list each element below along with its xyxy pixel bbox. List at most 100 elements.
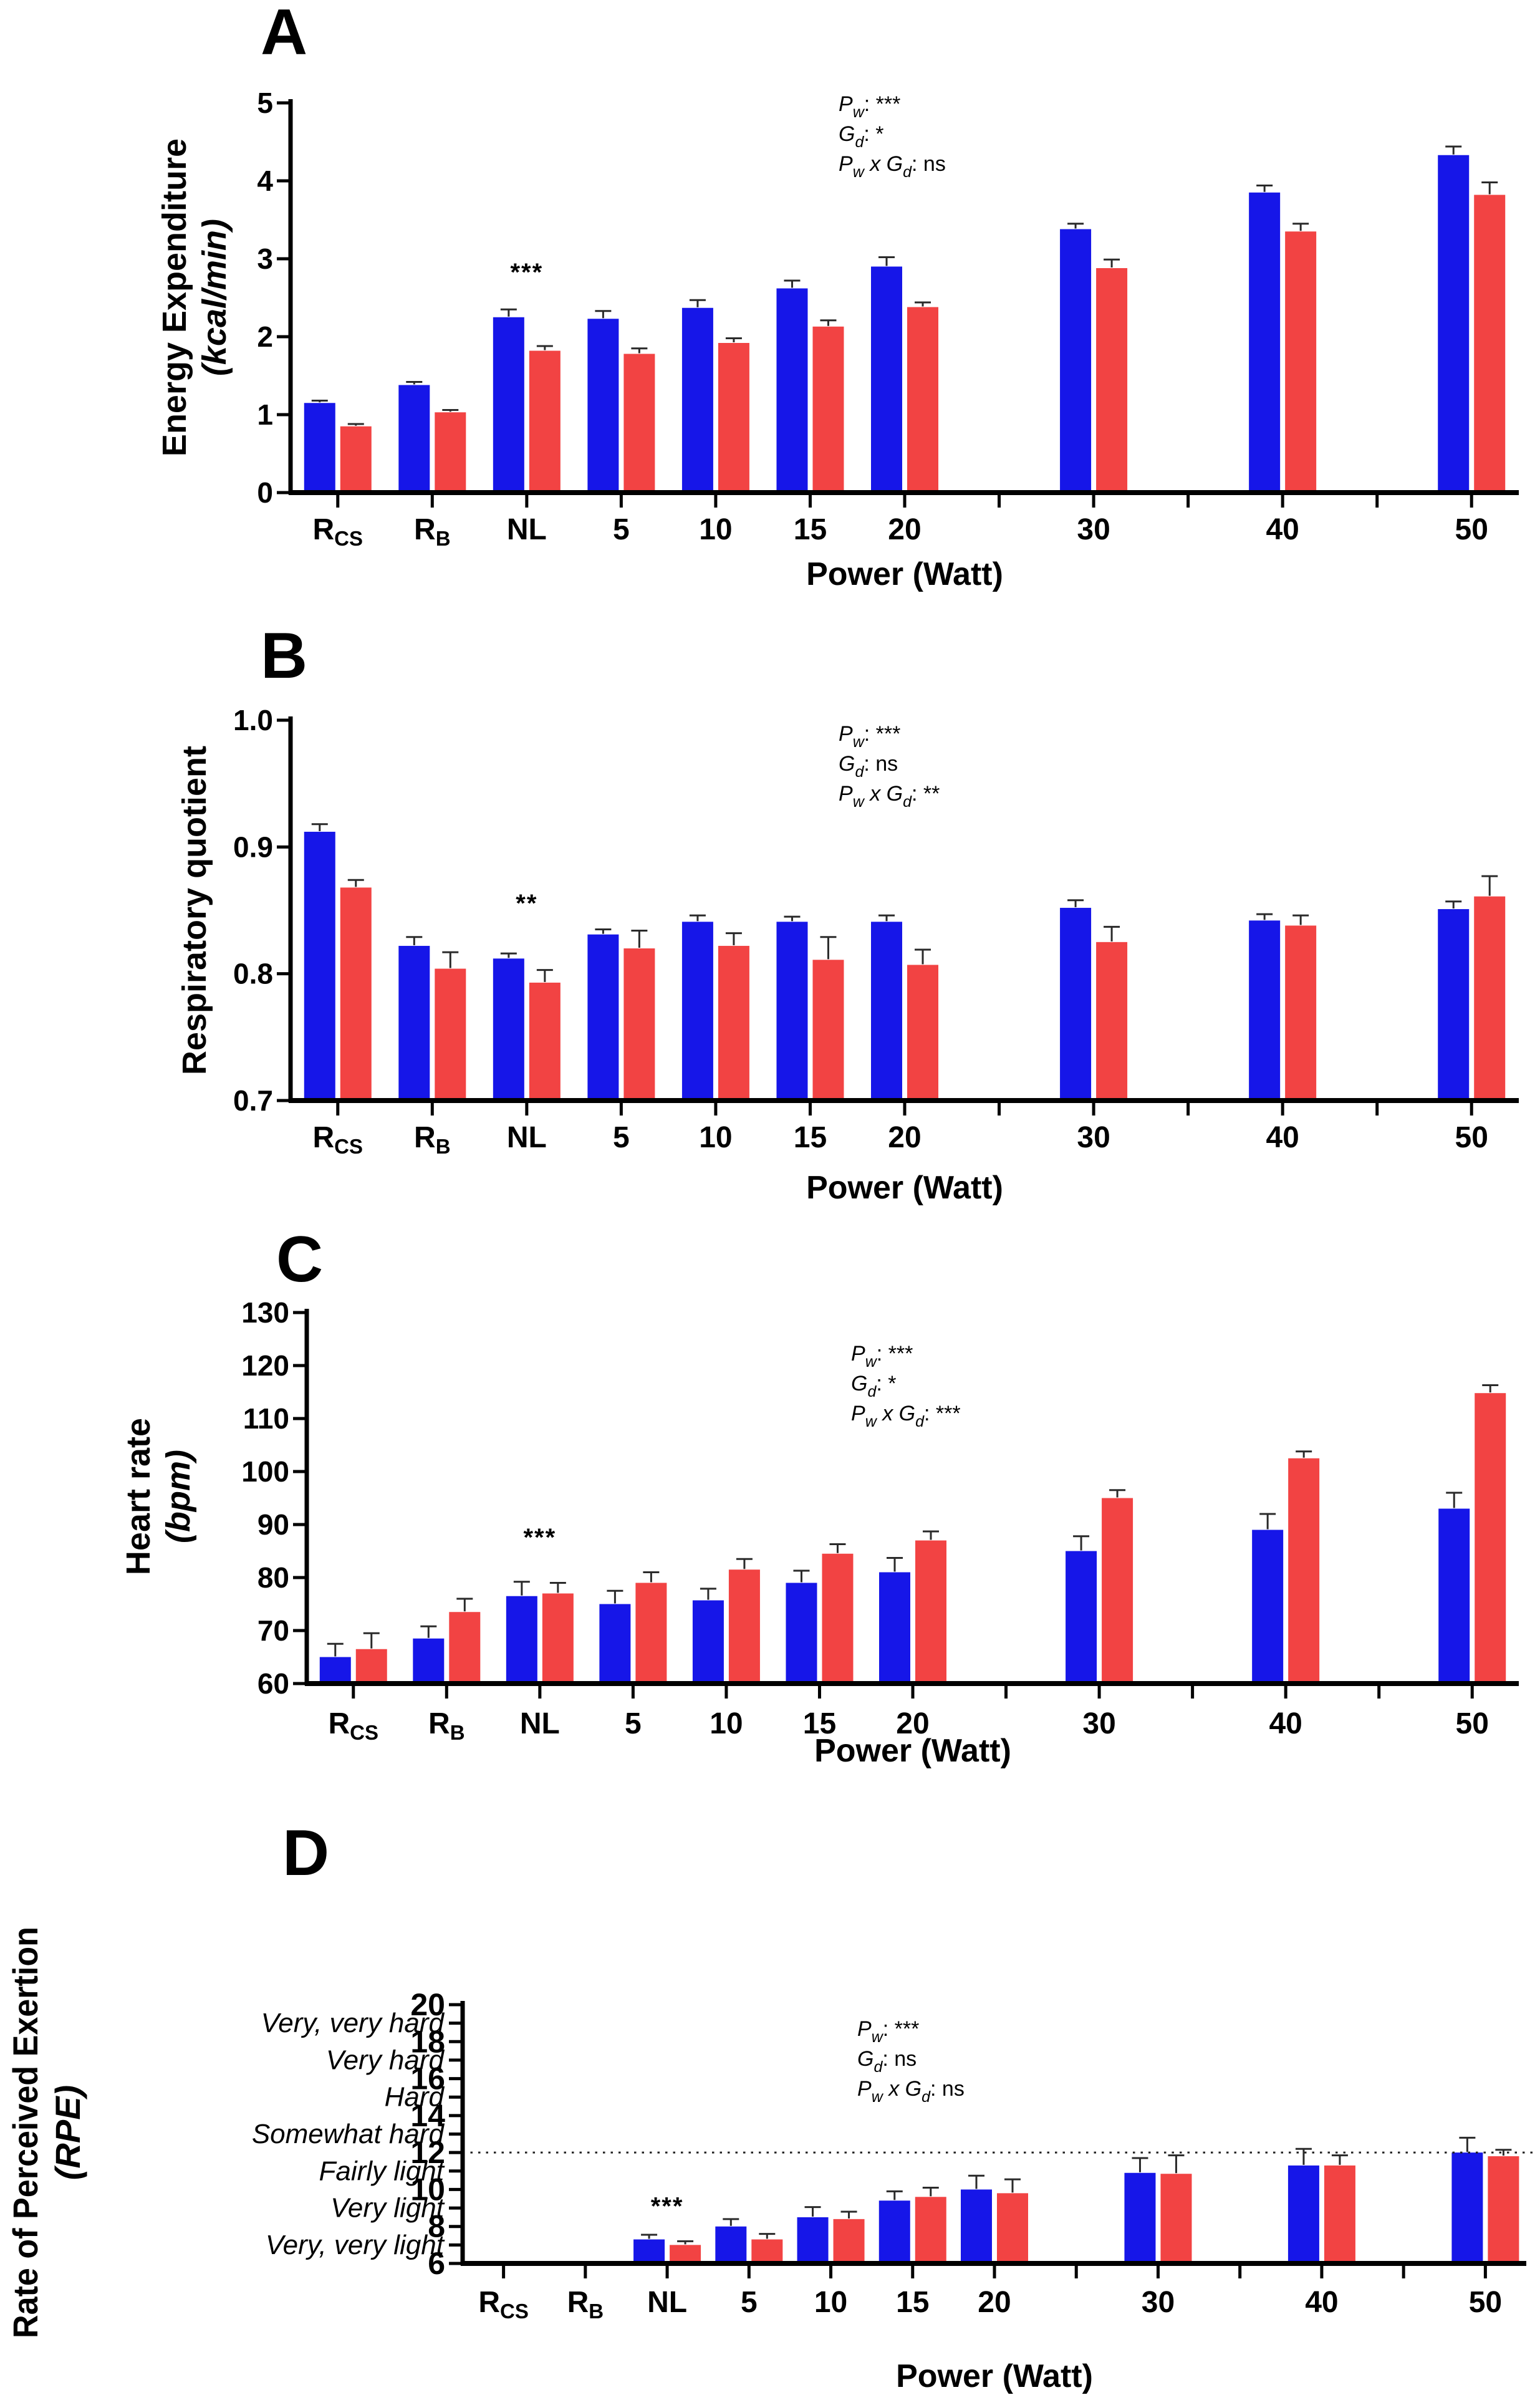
panel-label-b: B [261,620,308,692]
panel-respiratory-quotient: B 0.7 0.8 0.9 1.0 RCS RB NL 5 10 15 20 30 40 50 Power … [0,599,1540,1222]
svg-text:***: *** [523,1524,556,1551]
svg-text:15: 15 [803,1707,836,1740]
svg-text:NL: NL [507,1121,547,1154]
svg-text:20: 20 [410,1987,445,2022]
svg-text:Gd: *: Gd: * [851,1372,896,1400]
svg-text:Respiratory quotient: Respiratory quotient [176,746,213,1075]
svg-text:15: 15 [794,513,827,546]
svg-text:50: 50 [1456,1707,1489,1740]
panel-label-d: D [282,1817,330,1889]
svg-text:15: 15 [794,1121,827,1154]
svg-text:0.9: 0.9 [233,831,273,863]
svg-text:40: 40 [1305,2286,1338,2319]
svg-text:30: 30 [1142,2286,1175,2319]
svg-text:12: 12 [410,2135,445,2170]
svg-text:5: 5 [613,513,630,546]
svg-text:10: 10 [699,513,732,546]
svg-text:0: 0 [257,476,273,509]
svg-text:RCS: RCS [313,1121,363,1158]
svg-text:5: 5 [625,1707,642,1740]
svg-text:Heart rate: Heart rate [120,1418,157,1575]
svg-text:10: 10 [410,2172,445,2207]
svg-text:Very, very hard: Very, very hard [261,2008,445,2038]
svg-text:Very, very light: Very, very light [266,2230,445,2260]
svg-text:Hard: Hard [385,2082,445,2113]
svg-text:120: 120 [241,1349,289,1382]
svg-text:40: 40 [1266,513,1299,546]
svg-text:NL: NL [647,2286,687,2319]
svg-text:16: 16 [410,2061,445,2096]
svg-text:20: 20 [896,1707,929,1740]
svg-text:8: 8 [428,2209,445,2244]
svg-text:60: 60 [257,1667,289,1700]
svg-text:Power (Watt): Power (Watt) [806,556,1003,592]
svg-text:90: 90 [257,1508,289,1541]
svg-text:Pw: ***: Pw: *** [851,1342,913,1371]
svg-text:Pw: ***: Pw: *** [839,92,900,121]
svg-text:Fairly light: Fairly light [319,2156,445,2186]
svg-text:Pw x Gd: ns: Pw x Gd: ns [857,2077,965,2106]
chart-C: 60 70 80 90 100 110 120 130 RCS RB NL 5 10 15 20 30 40 50… [120,1296,1519,1769]
svg-text:***: *** [510,259,543,286]
svg-text:Power (Watt): Power (Watt) [896,2358,1093,2394]
svg-text:5: 5 [257,87,273,119]
svg-text:5: 5 [741,2286,758,2319]
svg-text:Pw: ***: Pw: *** [839,722,900,751]
svg-text:5: 5 [613,1121,630,1154]
svg-text:10: 10 [710,1707,743,1740]
svg-text:NL: NL [507,513,547,546]
svg-text:Somewhat hard: Somewhat hard [252,2119,445,2149]
svg-text:20: 20 [888,513,921,546]
svg-text:0.8: 0.8 [233,958,273,990]
svg-text:RB: RB [414,1121,451,1158]
svg-text:40: 40 [1269,1707,1302,1740]
svg-text:RCS: RCS [313,513,363,550]
svg-text:RB: RB [414,513,451,550]
svg-text:0.7: 0.7 [233,1084,273,1117]
svg-text:30: 30 [1077,513,1110,546]
svg-text:(RPE): (RPE) [48,2085,87,2180]
svg-text:Pw: ***: Pw: *** [857,2017,919,2046]
svg-text:3: 3 [257,243,273,275]
svg-text:30: 30 [1077,1121,1110,1154]
svg-text:1.0: 1.0 [233,704,273,736]
svg-text:Energy Expenditure: Energy Expenditure [156,138,193,456]
svg-text:14: 14 [410,2098,445,2133]
svg-text:50: 50 [1455,1121,1488,1154]
svg-text:NL: NL [520,1707,560,1740]
svg-text:2: 2 [257,320,273,353]
svg-text:Pw x Gd: ***: Pw x Gd: *** [851,1402,961,1430]
svg-text:Power (Watt): Power (Watt) [814,1733,1011,1769]
svg-text:Pw x Gd: ns: Pw x Gd: ns [839,152,946,181]
svg-text:6: 6 [428,2246,445,2281]
svg-text:18: 18 [410,2024,445,2059]
svg-text:4: 4 [257,165,273,197]
svg-text:100: 100 [241,1455,289,1488]
svg-text:RB: RB [428,1707,465,1744]
svg-text:Power (Watt): Power (Watt) [806,1170,1003,1206]
svg-text:20: 20 [978,2286,1011,2319]
svg-text:(bpm): (bpm) [160,1450,197,1543]
svg-text:1: 1 [257,398,273,431]
svg-text:RCS: RCS [478,2286,529,2323]
svg-text:40: 40 [1266,1121,1299,1154]
svg-text:15: 15 [896,2286,929,2319]
panel-energy-expenditure: A 0 1 2 3 4 5 RCS RB NL 5 10 15 20 30 40 50 Power (Watt)… [0,0,1540,599]
svg-text:110: 110 [243,1402,289,1435]
svg-text:10: 10 [699,1121,732,1154]
svg-text:Very light: Very light [330,2193,445,2224]
svg-text:70: 70 [257,1614,289,1647]
svg-text:10: 10 [814,2286,847,2319]
svg-text:30: 30 [1082,1707,1115,1740]
svg-text:130: 130 [241,1296,289,1329]
svg-text:Rate of Perceived Exertion: Rate of Perceived Exertion [6,1927,45,2338]
svg-text:80: 80 [257,1561,289,1594]
svg-text:***: *** [651,2192,684,2220]
svg-text:**: ** [516,890,537,917]
svg-text:(kcal/min): (kcal/min) [196,219,233,376]
chart-B: 0.7 0.8 0.9 1.0 RCS RB NL 5 10 15 20 30 40 50 Power (W… [176,704,1519,1206]
svg-text:RB: RB [567,2286,604,2323]
svg-text:Gd: *: Gd: * [839,122,883,151]
chart-A: 0 1 2 3 4 5 RCS RB NL 5 10 15 20 30 40 50 Power (Watt) En… [156,87,1519,592]
